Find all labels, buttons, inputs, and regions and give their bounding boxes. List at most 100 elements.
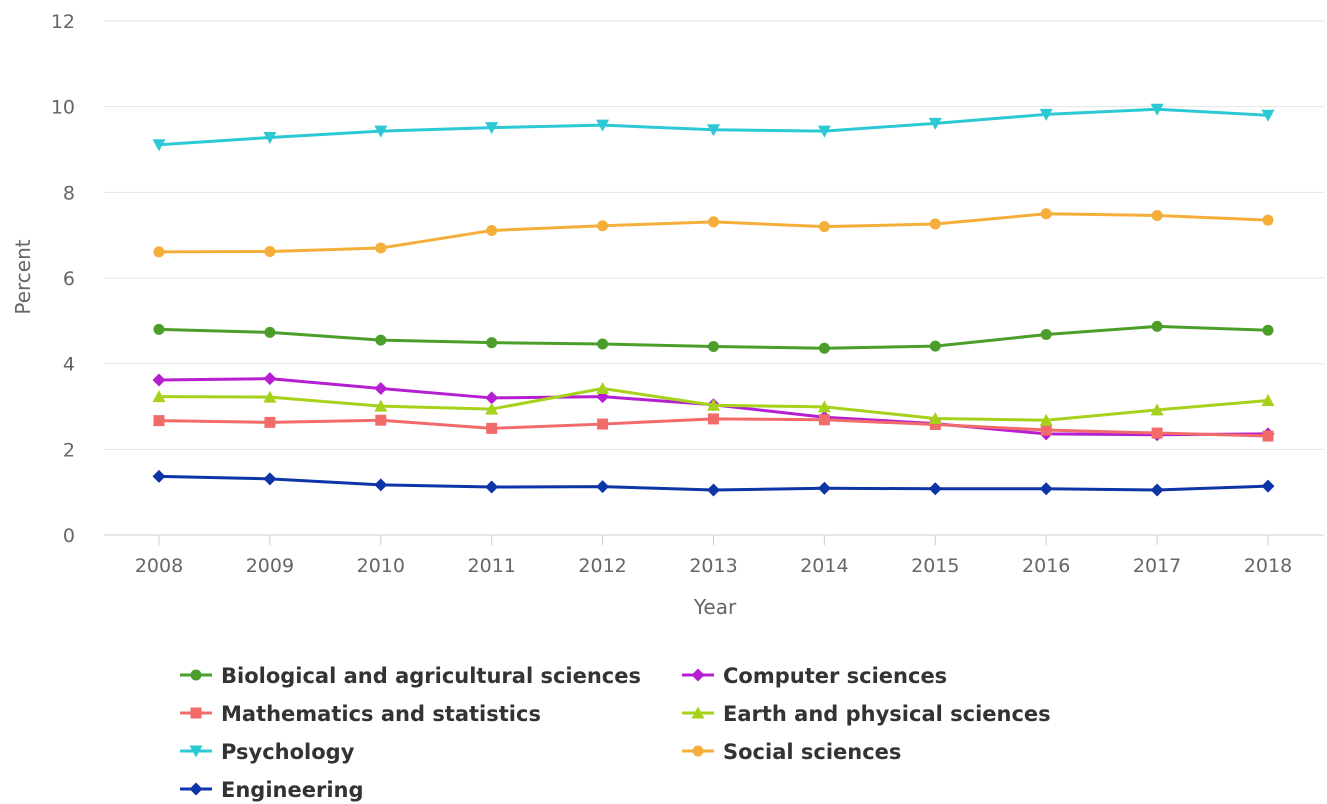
y-axis-title: Percent: [11, 239, 35, 314]
x-tick-label: 2011: [468, 555, 516, 577]
legend-item: Psychology: [180, 740, 355, 764]
data-point: [486, 337, 498, 349]
data-point: [374, 478, 388, 492]
data-point: [153, 246, 165, 258]
legend-marker: [691, 706, 705, 719]
data-point: [153, 415, 165, 427]
data-point: [375, 414, 387, 426]
data-point: [929, 218, 941, 230]
data-point: [152, 139, 166, 152]
data-point: [1151, 209, 1163, 221]
legend-label: Engineering: [221, 778, 364, 802]
series-4: [152, 103, 1275, 152]
x-tick-label: 2012: [578, 555, 626, 577]
data-point: [708, 341, 719, 353]
x-tick-label: 2017: [1133, 555, 1181, 577]
legend-label: Computer sciences: [723, 664, 947, 688]
data-point: [928, 117, 942, 130]
data-point: [597, 338, 609, 350]
legend-item: Earth and physical sciences: [682, 702, 1051, 726]
legend-marker: [691, 668, 705, 682]
data-point: [707, 124, 720, 137]
y-tick-label: 2: [63, 439, 75, 461]
data-point: [1261, 479, 1275, 493]
data-point: [1039, 482, 1053, 496]
data-point: [152, 469, 166, 483]
gridlines: [104, 20, 1324, 450]
legend-label: Biological and agricultural sciences: [221, 664, 641, 688]
data-point: [152, 390, 166, 403]
data-point: [929, 418, 941, 430]
data-point: [375, 334, 387, 346]
x-axis-title: Year: [693, 595, 737, 619]
legend-marker: [190, 707, 202, 719]
data-point: [1262, 324, 1274, 336]
data-point: [597, 418, 609, 430]
data-point: [707, 398, 720, 411]
legend-label: Psychology: [221, 740, 355, 764]
data-point: [928, 482, 942, 496]
data-point: [1151, 320, 1163, 332]
y-tick-label: 4: [63, 354, 75, 376]
data-point: [817, 125, 831, 138]
legend-marker: [692, 745, 704, 757]
data-point: [596, 382, 610, 395]
data-point: [597, 220, 609, 232]
data-point: [707, 483, 720, 497]
x-axis: 2008 2009 2010 2011 2012 2013 2014 2015 2016 2017…: [104, 534, 1324, 577]
data-point: [1262, 214, 1274, 226]
legend-item: Social sciences: [682, 740, 901, 764]
data-point: [485, 480, 499, 494]
data-point: [818, 221, 830, 233]
data-point: [264, 416, 276, 428]
series-2: [153, 413, 1274, 442]
x-tick-label: 2013: [689, 555, 737, 577]
data-point: [153, 323, 165, 335]
legend-item: Engineering: [180, 778, 364, 802]
data-point: [486, 422, 498, 434]
data-point: [263, 372, 277, 386]
data-point: [1040, 329, 1052, 341]
data-point: [929, 340, 941, 352]
y-tick-label: 10: [51, 97, 75, 119]
y-tick-label: 12: [51, 11, 75, 33]
data-point: [1262, 430, 1274, 442]
data-point: [485, 391, 499, 405]
data-point: [485, 402, 499, 415]
data-point: [817, 400, 831, 413]
legend-item: Computer sciences: [682, 664, 947, 688]
data-point: [928, 411, 942, 424]
data-point: [1261, 394, 1275, 407]
series-6: [152, 469, 1275, 497]
x-tick-label: 2016: [1022, 555, 1070, 577]
data-point: [708, 216, 719, 228]
series-lines: [152, 103, 1275, 497]
y-tick-label: 8: [63, 182, 75, 204]
legend-label: Earth and physical sciences: [723, 702, 1051, 726]
data-point: [264, 326, 276, 338]
data-point: [1040, 424, 1052, 436]
data-point: [1150, 103, 1164, 116]
x-tick-label: 2018: [1244, 555, 1292, 577]
legend-marker: [189, 782, 203, 796]
data-point: [1039, 413, 1053, 426]
data-point: [152, 373, 166, 387]
legend-item: Biological and agricultural sciences: [180, 664, 641, 688]
y-tick-label: 6: [63, 268, 75, 290]
data-point: [486, 224, 498, 236]
legend-label: Mathematics and statistics: [221, 702, 541, 726]
series-3: [152, 382, 1275, 426]
legend-marker: [190, 669, 202, 681]
x-tick-label: 2010: [357, 555, 405, 577]
data-point: [817, 481, 831, 495]
data-point: [1150, 483, 1164, 497]
data-point: [818, 342, 830, 354]
data-point: [263, 132, 277, 145]
data-point: [374, 125, 388, 138]
x-tick-label: 2008: [135, 555, 183, 577]
data-point: [485, 122, 499, 135]
data-point: [263, 472, 277, 486]
data-point: [596, 480, 610, 494]
x-tick-label: 2009: [246, 555, 294, 577]
